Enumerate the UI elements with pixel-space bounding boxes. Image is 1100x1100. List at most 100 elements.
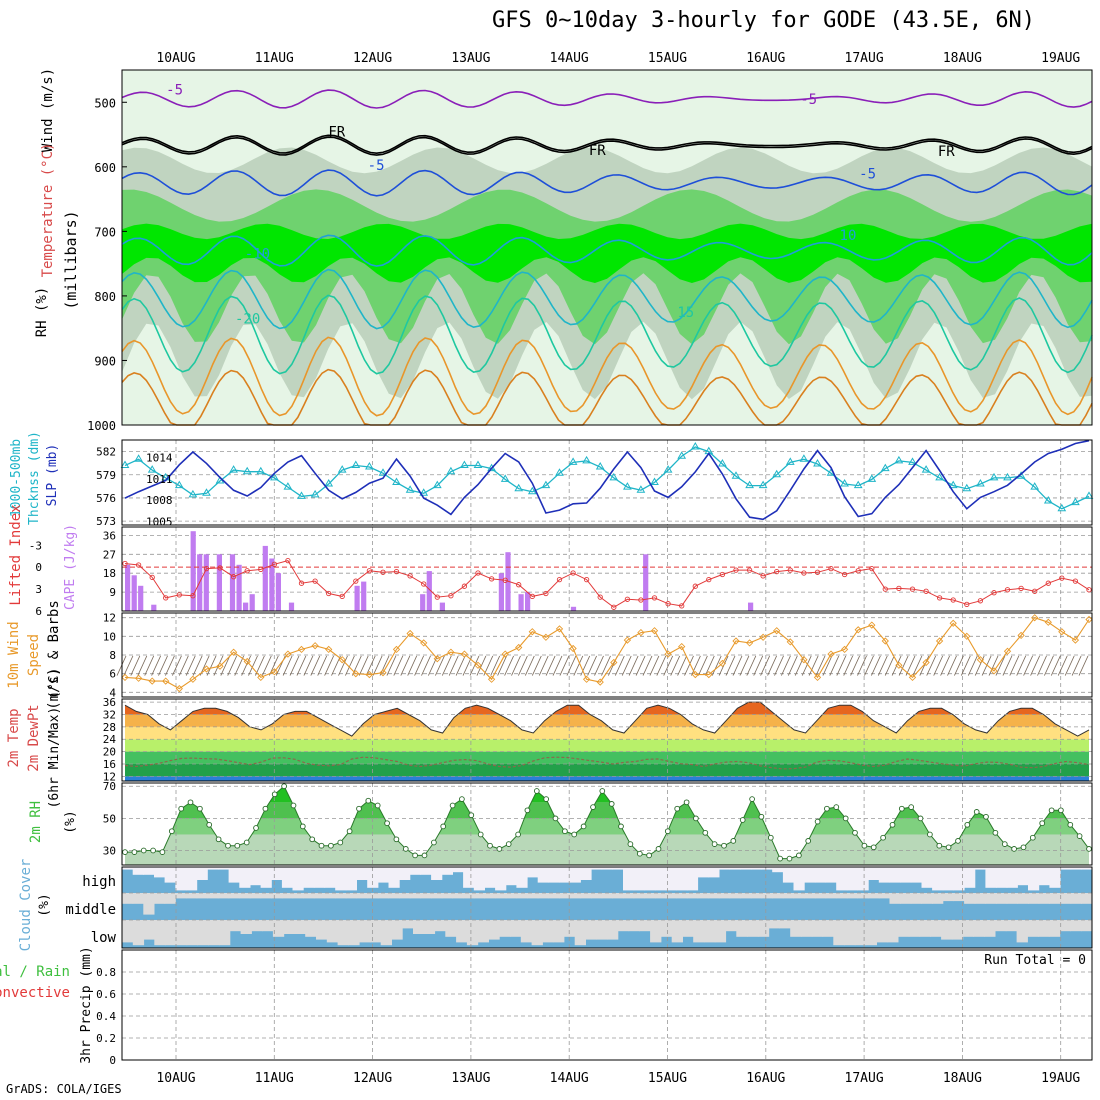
lifted-index-marker — [624, 596, 631, 602]
li-tick-label: -3 — [29, 539, 42, 552]
cape-tick-label: 18 — [103, 567, 116, 580]
cloud-gap-bar — [868, 867, 880, 880]
rh2m-marker — [730, 838, 737, 844]
thickness-marker — [935, 472, 944, 481]
cape-bar — [288, 602, 295, 611]
cloud-gap-bar — [537, 867, 549, 883]
thickness-marker — [405, 485, 415, 493]
cloud-gap-bar — [402, 920, 414, 929]
cloud-gap-bar — [345, 867, 357, 891]
wind-speed-marker — [582, 675, 591, 683]
cloud-gap-bar — [143, 920, 155, 940]
x-tick-label-bottom: 18AUG — [943, 1071, 982, 1086]
rh2m-marker — [243, 839, 250, 846]
thickness-marker — [853, 480, 863, 489]
rh2m-frame — [121, 782, 1093, 866]
lifted-index-marker — [312, 578, 318, 584]
wind-barb — [178, 655, 189, 676]
ylabel-wind10m-2: Speed — [26, 634, 42, 676]
precip-tick-label: 0 — [109, 1054, 116, 1067]
wind-speed-marker — [745, 639, 754, 647]
temperature-contour — [121, 169, 1093, 197]
thickness-marker — [432, 480, 442, 489]
wind-barb — [365, 655, 376, 676]
precip-tick-label: 0.8 — [96, 966, 116, 979]
wind-barb — [829, 655, 840, 676]
lifted-index-marker — [665, 601, 671, 607]
rh2m-marker — [992, 829, 999, 836]
wind-barb — [1064, 655, 1075, 676]
wind-barb — [628, 655, 639, 676]
rh2m-tick-label: 50 — [103, 812, 116, 825]
cloud-gap-bar — [1049, 893, 1061, 904]
wind-speed-marker — [460, 650, 469, 658]
cloud-gap-bar — [686, 867, 699, 891]
lifted-index-marker — [597, 594, 603, 600]
wind-barb — [621, 655, 632, 676]
thickness-tick-label: 582 — [96, 446, 116, 459]
wind-barb — [545, 655, 556, 676]
cloud-gap-bar — [228, 893, 240, 899]
ylabel-millibars: (millibars) — [62, 210, 80, 309]
wind-speed-marker — [311, 642, 319, 650]
wind-barb — [739, 655, 750, 676]
temp-color-band — [125, 763, 1089, 777]
cloud-gap-bar — [761, 893, 773, 899]
wind-barb — [165, 655, 175, 676]
rh2m-marker — [646, 852, 652, 859]
rh2m-marker — [936, 842, 943, 849]
cloud-gap-bar — [757, 920, 770, 937]
rh2m-marker — [898, 805, 905, 812]
lifted-index-marker — [176, 592, 182, 598]
cloud-gap-bar — [165, 920, 177, 946]
lifted-index-marker — [407, 573, 413, 579]
thickness-marker — [188, 489, 198, 498]
cloud-gap-bar — [671, 920, 683, 943]
temperature-contour — [121, 136, 1093, 156]
wind-speed-marker — [243, 657, 251, 666]
cloud-gap-bar — [772, 867, 784, 873]
cloud-gap-bar — [740, 893, 752, 899]
temperature-contour — [121, 336, 1093, 417]
wind-barb — [573, 655, 584, 676]
wind-tick-label: 10 — [103, 630, 116, 643]
wind-barb — [642, 655, 653, 676]
cloud-gap-bar — [676, 867, 688, 891]
cape-bar — [151, 604, 157, 611]
thickness-marker — [229, 465, 238, 473]
rh2m-marker — [197, 805, 203, 812]
wind-barb — [684, 655, 694, 676]
lifted-index-marker — [774, 568, 780, 575]
cloud-gap-bar — [790, 920, 802, 937]
wind-speed-marker — [352, 670, 360, 678]
cloud-gap-bar — [1081, 867, 1093, 870]
cloud-gap-bar — [825, 893, 837, 899]
thickness-marker — [541, 480, 551, 489]
cape-bar — [420, 594, 426, 611]
thickness-marker — [324, 479, 334, 487]
wind-barb — [324, 655, 334, 676]
x-tick-label-top: 19AUG — [1041, 51, 1080, 66]
rh2m-marker — [159, 849, 166, 855]
li-tick-label: 6 — [35, 605, 42, 618]
x-tick-label-bottom: 17AUG — [845, 1071, 884, 1086]
wind-barb — [871, 655, 881, 676]
thickness-marker — [446, 466, 456, 475]
x-tick-label-top: 13AUG — [451, 51, 490, 66]
rh2m-marker — [1048, 807, 1055, 814]
cloud-gap-bar — [921, 867, 933, 888]
wind-speed-marker — [257, 673, 265, 682]
cloud-gap-bar — [569, 893, 581, 899]
cloud-gap-bar — [697, 867, 709, 878]
wind-barb — [372, 655, 383, 676]
rh2m-marker — [955, 838, 961, 844]
cloud-gap-bar — [260, 867, 272, 888]
cloud-gap-bar — [249, 893, 262, 899]
rh2m-marker — [515, 831, 521, 838]
cloud-gap-bar — [655, 893, 667, 899]
wind-speed-marker — [1031, 614, 1039, 622]
wind-speed-marker — [379, 669, 387, 677]
thickness-marker — [1084, 491, 1094, 499]
cloud-gap-bar — [563, 920, 576, 937]
x-tick-label-bottom: 11AUG — [255, 1071, 294, 1086]
